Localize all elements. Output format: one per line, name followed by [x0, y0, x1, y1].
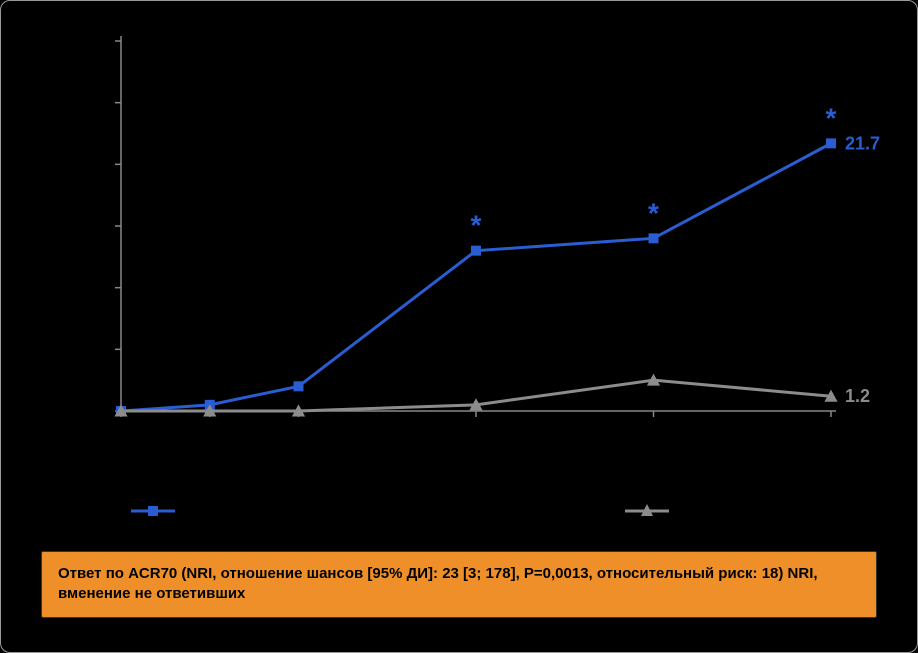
y-tick-label: 5	[101, 341, 109, 357]
y-tick-label: 20	[93, 156, 109, 172]
marker-olokizumab	[649, 233, 659, 243]
significance-star: *	[648, 197, 659, 228]
footnote-text: Ответ по ACR70 (NRI, отношение шансов [9…	[58, 565, 818, 602]
y-tick-label: 30	[93, 33, 109, 49]
legend: Олокизумаб 1 раз в 4 недели (n=143) Плац…	[1, 491, 918, 531]
marker-olokizumab	[294, 381, 304, 391]
legend-swatch-olokizumab	[131, 502, 175, 520]
y-axis-title: Пациенты с ответом по ACR70, %	[33, 101, 50, 351]
legend-swatch-placebo	[625, 502, 669, 520]
marker-olokizumab	[471, 246, 481, 256]
chart-svg: 0 5 10 15 20 25 30 0 2 4 8 12 16 Пациенты с ответом п…	[1, 11, 918, 481]
x-tick-label: 4	[295, 420, 303, 436]
x-tick-label: 0	[117, 420, 125, 436]
series-line-olokizumab	[121, 143, 831, 411]
footnote-box: Ответ по ACR70 (NRI, отношение шансов [9…	[41, 551, 877, 618]
legend-item-olokizumab: Олокизумаб 1 раз в 4 недели (n=143)	[131, 491, 445, 531]
y-tick-label: 10	[93, 280, 109, 296]
legend-item-placebo: Плацебо (n=73)	[625, 491, 788, 531]
y-tick-label: 0	[101, 403, 109, 419]
marker-olokizumab	[826, 138, 836, 148]
series-end-label-placebo: 1.2	[845, 386, 870, 406]
x-axis-title: Недели	[1, 449, 918, 466]
legend-label-olokizumab: Олокизумаб 1 раз в 4 недели (n=143)	[185, 503, 445, 520]
significance-star: *	[826, 102, 837, 133]
x-tick-label: 16	[823, 420, 839, 436]
x-tick-label: 8	[472, 420, 480, 436]
significance-star: *	[471, 210, 482, 241]
x-tick-label: 2	[206, 420, 214, 436]
x-tick-label: 12	[646, 420, 662, 436]
y-tick-label: 25	[93, 95, 109, 111]
chart-frame: { "chart": { "type": "line", "background…	[0, 0, 918, 653]
y-tick-label: 15	[93, 218, 109, 234]
line-chart: 0 5 10 15 20 25 30 0 2 4 8 12 16 Пациенты с ответом п…	[1, 11, 918, 481]
series-end-label-olokizumab: 21.7	[845, 133, 880, 153]
legend-label-placebo: Плацебо (n=73)	[679, 503, 788, 520]
